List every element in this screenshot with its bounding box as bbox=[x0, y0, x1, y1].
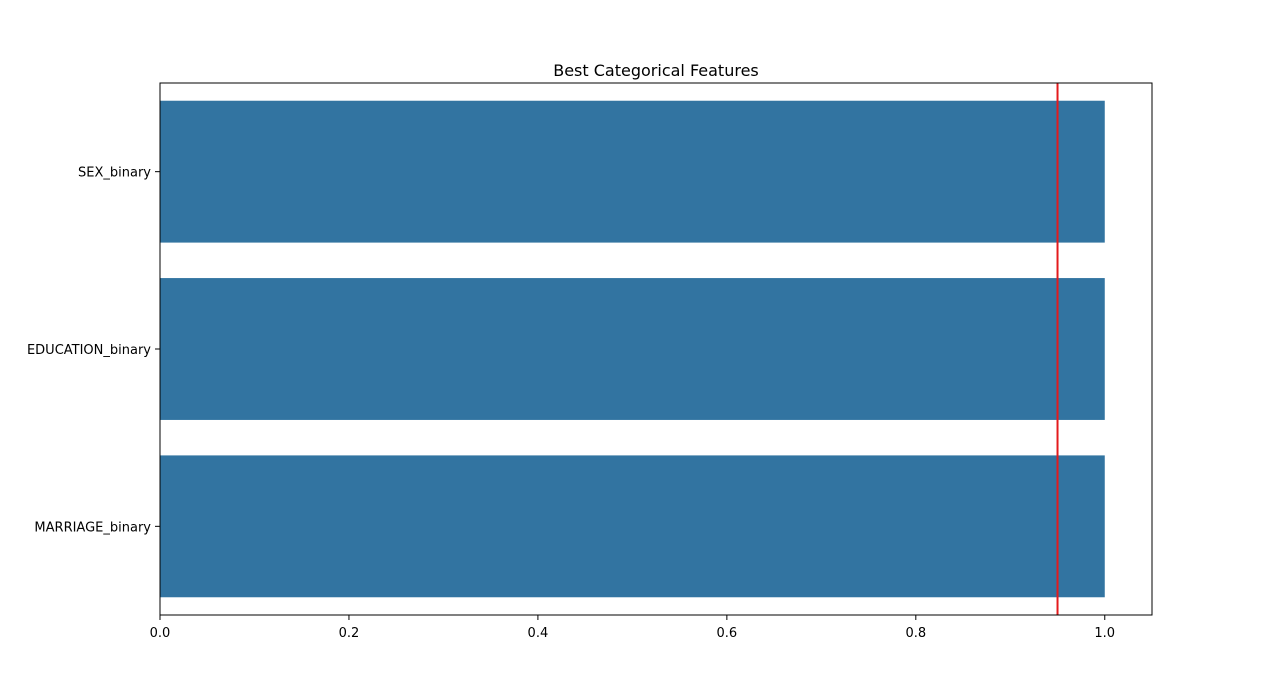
y-tick-label-1: EDUCATION_binary bbox=[27, 343, 151, 358]
bar-0 bbox=[160, 100, 1105, 243]
chart-title: Best Categorical Features bbox=[553, 61, 759, 80]
y-axis: SEX_binary EDUCATION_binary MARRIAGE_binar… bbox=[27, 166, 160, 535]
x-tick-label-4: 0.8 bbox=[905, 626, 926, 641]
x-axis: 0.0 0.2 0.4 0.6 0.8 1.0 bbox=[150, 615, 1115, 641]
x-tick-label-2: 0.4 bbox=[528, 626, 549, 641]
y-tick-label-0: SEX_binary bbox=[78, 166, 151, 181]
bar-2 bbox=[160, 455, 1105, 598]
bar-1 bbox=[160, 278, 1105, 420]
y-tick-label-2: MARRIAGE_binary bbox=[34, 520, 151, 535]
x-tick-label-0: 0.0 bbox=[150, 626, 171, 641]
bars-layer bbox=[160, 100, 1105, 598]
x-tick-label-5: 1.0 bbox=[1094, 626, 1115, 641]
x-tick-label-3: 0.6 bbox=[717, 626, 738, 641]
x-tick-label-1: 0.2 bbox=[339, 626, 360, 641]
